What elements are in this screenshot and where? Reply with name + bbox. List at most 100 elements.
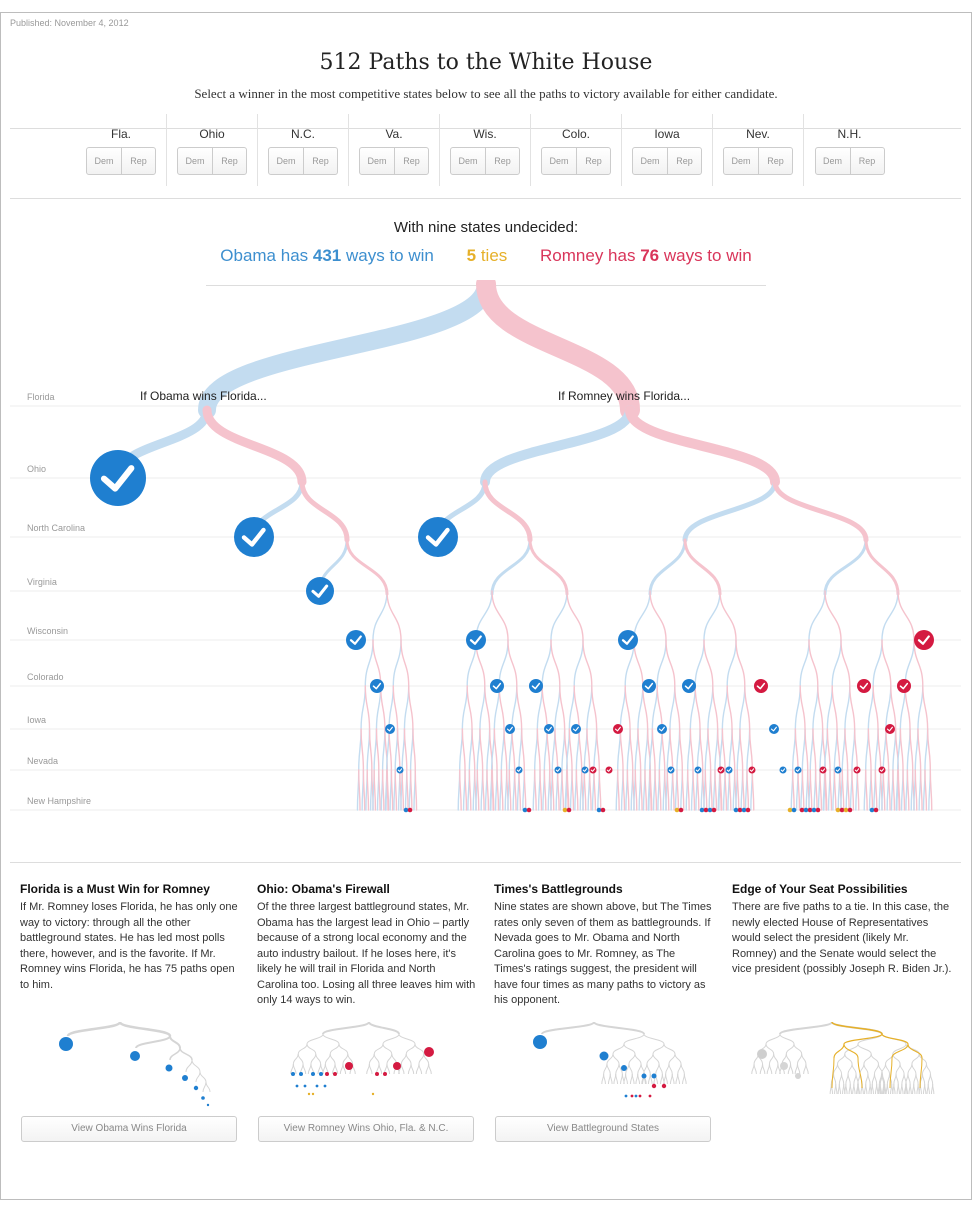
- branch-fine: [874, 769, 878, 811]
- branch-fine: [598, 769, 602, 811]
- mini-outcome-dot: [193, 1085, 199, 1091]
- branch-fine: [634, 769, 638, 811]
- branch-fine: [913, 639, 924, 687]
- branch-fine: [375, 728, 380, 771]
- branch-fine: [661, 728, 666, 771]
- branch-fine: [849, 685, 856, 730]
- rep-button[interactable]: Rep: [212, 148, 246, 174]
- dem-button[interactable]: Dem: [549, 156, 569, 166]
- mini-branch: [646, 1063, 651, 1075]
- mini-branch: [428, 1063, 432, 1075]
- branch-fine: [791, 769, 795, 811]
- dem-button[interactable]: Dem: [94, 156, 114, 166]
- outcome-dot: [741, 807, 747, 813]
- outcome-dot: [737, 807, 743, 813]
- dem-button[interactable]: Dem: [458, 156, 478, 166]
- mini-branch: [773, 1053, 779, 1065]
- mini-branch: [801, 1053, 807, 1065]
- branch-fine: [554, 685, 561, 730]
- branch-fine: [881, 639, 892, 687]
- rep-button[interactable]: Rep: [849, 148, 884, 174]
- branch-fine: [794, 728, 799, 771]
- state-picker-oh: Ohio Dem Rep: [167, 114, 258, 186]
- mini-branch: [373, 1043, 384, 1055]
- page-frame: [0, 12, 972, 1200]
- dem-button[interactable]: Dem: [822, 156, 842, 166]
- view-obama-wins-florida-button[interactable]: View Obama Wins Florida: [21, 1116, 237, 1142]
- mini-branch: [837, 1053, 846, 1065]
- outcome-dot: [562, 807, 568, 813]
- branch-fine: [902, 769, 906, 811]
- divider-top: [10, 128, 961, 129]
- branch-fine: [831, 685, 838, 730]
- mini-branch: [329, 1043, 340, 1055]
- branch-fine: [479, 685, 486, 730]
- branch-obama-va: [823, 538, 868, 596]
- mini-branch: [889, 1057, 893, 1089]
- branch-fine: [751, 769, 755, 811]
- branch-fine: [566, 590, 584, 641]
- mini-tree-battlegrounds: [533, 1021, 687, 1098]
- mini-branch: [347, 1053, 354, 1065]
- card-ohio: Ohio: Obama's Firewall Of the three larg…: [257, 882, 477, 1144]
- branch-fine: [719, 590, 737, 641]
- dem-button[interactable]: Dem: [640, 156, 660, 166]
- rep-button[interactable]: Rep: [758, 148, 792, 174]
- mini-outcome-dot: [641, 1073, 647, 1079]
- mini-tree-ohio: [290, 1021, 434, 1096]
- mini-branch: [191, 1059, 201, 1073]
- state-picker-fl: Fla. Dem Rep: [76, 114, 167, 186]
- branch-fine: [520, 728, 526, 771]
- dem-button[interactable]: Dem: [367, 156, 387, 166]
- branch-fine: [707, 685, 714, 730]
- dem-button[interactable]: Dem: [185, 156, 205, 166]
- obama-win-check-icon: [346, 630, 366, 650]
- summary-scores: Obama has 431 ways to win 5 ties Romney …: [0, 246, 972, 266]
- mini-branch: [876, 1083, 879, 1095]
- branch-fine: [639, 769, 643, 811]
- branch-fine: [872, 685, 879, 730]
- rep-button[interactable]: Rep: [394, 148, 428, 174]
- mini-branch: [415, 1063, 420, 1075]
- ties: 5 ties: [467, 246, 508, 265]
- row-label-colorado: Colorado: [27, 672, 64, 682]
- rep-button[interactable]: Rep: [576, 148, 610, 174]
- rep-button[interactable]: Rep: [303, 148, 337, 174]
- rep-button[interactable]: Rep: [485, 148, 519, 174]
- state-name: Fla.: [110, 127, 131, 141]
- dem-button[interactable]: Dem: [731, 156, 751, 166]
- mini-branch: [921, 1073, 926, 1085]
- branch-fine: [561, 769, 565, 811]
- mini-branch: [870, 1053, 879, 1065]
- obama-win-check-icon: [694, 766, 702, 774]
- branch-fine: [844, 728, 849, 771]
- rep-button[interactable]: Rep: [121, 148, 155, 174]
- card-title: Florida is a Must Win for Romney: [20, 882, 210, 896]
- dem-button[interactable]: Dem: [276, 156, 296, 166]
- branch-fine: [870, 769, 874, 811]
- mini-branch: [418, 1063, 423, 1075]
- mini-branch: [652, 1043, 665, 1055]
- branch-fine: [696, 769, 700, 811]
- mini-branch: [297, 1053, 304, 1065]
- card-body: If Mr. Romney loses Florida, he has only…: [20, 901, 238, 991]
- mini-outcome-dot: [325, 1072, 329, 1076]
- state-name: Iowa: [654, 127, 680, 141]
- rep-button[interactable]: Rep: [667, 148, 701, 174]
- mini-outcome-dot: [291, 1072, 295, 1076]
- mini-branch: [919, 1057, 923, 1089]
- mini-outcome-dot: [130, 1051, 140, 1061]
- branch-fine: [403, 728, 408, 771]
- branch-fine: [619, 685, 626, 730]
- mini-branch: [405, 1053, 412, 1065]
- mini-branch: [881, 1063, 887, 1075]
- view-battleground-states-button[interactable]: View Battleground States: [495, 1116, 711, 1142]
- obama-win-check-icon: [544, 724, 554, 734]
- row-label-iowa: Iowa: [27, 715, 46, 725]
- branch-fine: [360, 728, 365, 771]
- outcome-dot: [869, 807, 875, 813]
- view-romney-wins-ohio-button[interactable]: View Romney Wins Ohio, Fla. & N.C.: [258, 1116, 474, 1142]
- mini-branch: [909, 1083, 912, 1095]
- mini-branch: [658, 1063, 663, 1075]
- state-name: Colo.: [561, 127, 590, 141]
